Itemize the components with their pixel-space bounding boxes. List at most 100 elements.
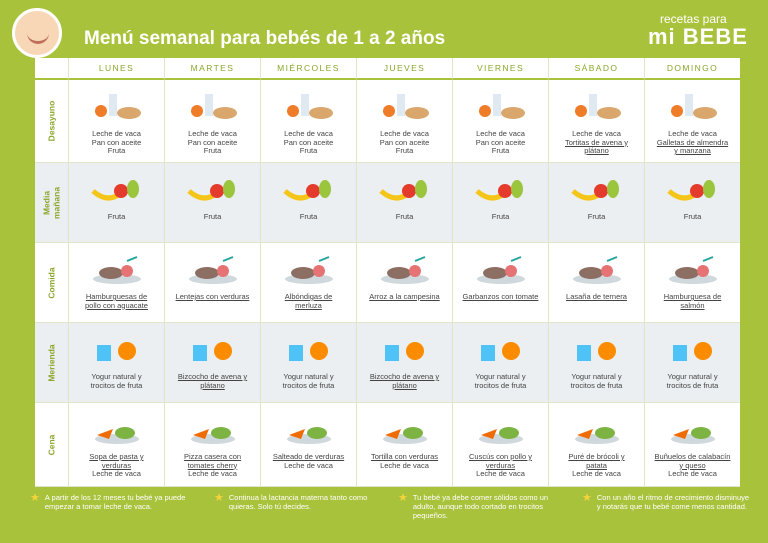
menu-cell: Hamburguesas de pollo con aguacate (68, 243, 164, 323)
recipe-link[interactable]: Hamburguesa de salmón (663, 292, 722, 310)
note: ★ Tu bebé ya debe comer sólidos como un a… (398, 490, 566, 540)
menu-cell: Bizcocho de avena y plátano (164, 323, 260, 403)
food-item: Leche de vaca (284, 129, 333, 138)
recipe-link[interactable]: Lentejas con verduras (175, 292, 250, 301)
menu-cell: Buñuelos de calabacín y queso Leche de va… (644, 403, 740, 487)
note: ★ A partir de los 12 meses tu bebé ya pue… (30, 490, 198, 540)
note: ★ Con un año el ritmo de crecimiento dism… (582, 490, 750, 540)
food-icon (380, 256, 429, 284)
menu-cell: Lentejas con verduras (164, 243, 260, 323)
icon-shape (306, 427, 327, 439)
recipe-link[interactable]: Bizcocho de avena y plátano (177, 372, 248, 390)
note-text: Con un año el ritmo de crecimiento dismi… (596, 493, 750, 511)
day-header: VIERNES (452, 58, 548, 80)
icon-shape (501, 342, 520, 360)
corner (35, 58, 68, 80)
food-icon (478, 427, 523, 444)
food-icon (668, 256, 717, 284)
icon-shape (384, 429, 401, 439)
icon-shape (114, 427, 135, 439)
recipe-link[interactable]: Lasaña de ternera (566, 292, 627, 301)
food-item: Fruta (299, 212, 318, 221)
day-header: MARTES (164, 58, 260, 80)
menu-cell: Fruta (356, 163, 452, 243)
food-item: Leche de vaca (668, 129, 717, 138)
menu-cell: Yogur natural y trocitos de fruta (260, 323, 356, 403)
icon-shape (300, 94, 309, 116)
food-item: Leche de vaca (92, 129, 141, 138)
food-item: Leche de vaca (572, 469, 621, 478)
icon-shape (597, 342, 616, 360)
meal-label: Media mañana (41, 186, 62, 219)
food-item: Pan con aceite (91, 137, 142, 147)
menu-cell: Leche de vaca Pan con aceite Fruta (260, 80, 356, 163)
meal-label-cell: Media mañana (35, 163, 68, 243)
icon-shape (116, 107, 141, 119)
food-item: Leche de vaca (476, 129, 525, 138)
food-item: Fruta (395, 146, 414, 155)
note: ★ Continua la lactancia materna tanto com… (214, 490, 382, 540)
icon-shape (482, 267, 507, 279)
title: Menú semanal para bebés de 1 a 2 años (84, 28, 446, 49)
icon-shape (596, 107, 621, 119)
food-icon (190, 427, 235, 444)
food-item: Yogur natural y trocitos de fruta (570, 372, 623, 390)
menu-cell: Puré de brócoli y patata Leche de vaca (548, 403, 644, 487)
food-item: Leche de vaca (284, 460, 333, 470)
day-header: MIÉRCOLES (260, 58, 356, 80)
icon-shape (510, 180, 523, 198)
icon-shape (308, 107, 333, 119)
note-text: Tu bebé ya debe comer sólidos como un ad… (412, 493, 549, 520)
recipe-link[interactable]: Salteado de verduras (272, 452, 345, 461)
menu-cell: Yogur natural y trocitos de fruta (452, 323, 548, 403)
icon-shape (500, 107, 525, 119)
menu-cell: Fruta (68, 163, 164, 243)
note-text: A partir de los 12 meses tu bebé ya pued… (44, 493, 186, 511)
icon-shape (290, 267, 315, 279)
icon-shape (222, 256, 233, 262)
footer-notes: ★ A partir de los 12 meses tu bebé ya pue… (30, 490, 750, 540)
recipe-link[interactable]: Albóndigas de merluza (284, 292, 333, 310)
menu-cell: Fruta (548, 163, 644, 243)
menu-cell: Pizza casera con tomates cherry Leche de … (164, 403, 260, 487)
menu-cell: Tortilla con verduras Leche de vaca (356, 403, 452, 487)
food-item: Pan con aceite (475, 137, 526, 147)
recipe-link[interactable]: Puré de brócoli y patata (568, 452, 625, 470)
recipe-link[interactable]: Buñuelos de calabacín y queso (654, 452, 731, 470)
food-item: Leche de vaca (668, 469, 717, 478)
menu-cell: Leche de vaca Galletas de almendra y manz… (644, 80, 740, 163)
food-icon (478, 94, 525, 119)
icon-shape (689, 184, 704, 198)
recipe-link[interactable]: Cuscús con pollo y verduras (469, 452, 532, 470)
icon-shape (192, 345, 207, 361)
icon-shape (305, 184, 320, 198)
menu-cell: Hamburguesa de salmón (644, 243, 740, 323)
menu-cell: Leche de vaca Pan con aceite Fruta (164, 80, 260, 163)
icon-shape (386, 267, 411, 279)
recipe-link[interactable]: Pizza casera con tomates cherry (183, 452, 242, 470)
food-item: Leche de vaca (476, 469, 525, 478)
recipe-link[interactable]: Bizcocho de avena y plátano (369, 372, 440, 390)
recipe-link[interactable]: Hamburguesas de pollo con aguacate (85, 292, 148, 310)
icon-shape (98, 267, 123, 279)
icon-shape (497, 184, 512, 198)
meal-label: Desayuno (46, 100, 57, 142)
icon-shape (309, 342, 328, 360)
food-icon (572, 256, 621, 284)
recipe-link[interactable]: Tortitas de avena y plátano (565, 137, 628, 155)
recipe-link[interactable]: Garbanzos con tomate (462, 292, 539, 301)
food-item: Fruta (299, 146, 318, 155)
food-icon (286, 94, 333, 119)
recipe-link[interactable]: Arroz a la campesina (369, 292, 440, 301)
food-icon (190, 94, 237, 119)
icon-shape (194, 267, 219, 279)
recipe-link[interactable]: Sopa de pasta y verduras (89, 452, 144, 470)
logo[interactable]: mi BEBE (648, 24, 748, 49)
menu-cell: Leche de vaca Pan con aceite Fruta (356, 80, 452, 163)
icon-shape (288, 345, 303, 361)
menu-cell: Bizcocho de avena y plátano (356, 323, 452, 403)
food-item: Fruta (107, 212, 126, 221)
icon-shape (117, 342, 136, 360)
recipe-link[interactable]: Tortilla con verduras (370, 452, 439, 461)
recipe-link[interactable]: Galletas de almendra y manzana (656, 137, 729, 155)
